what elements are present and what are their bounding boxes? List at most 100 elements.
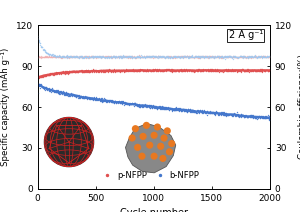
Point <box>52 54 57 57</box>
Point <box>94 97 99 100</box>
Point <box>248 114 253 117</box>
Point <box>226 69 231 72</box>
Point <box>254 69 259 73</box>
Point <box>221 110 226 114</box>
Point <box>226 67 230 71</box>
Point <box>198 55 203 58</box>
Point <box>102 99 106 102</box>
Point <box>68 69 73 73</box>
Point <box>102 55 106 59</box>
Point <box>60 56 65 59</box>
Point <box>46 87 51 90</box>
Point <box>149 104 154 108</box>
Point <box>122 103 127 107</box>
Point <box>195 55 200 58</box>
Point <box>261 115 266 119</box>
Point <box>73 93 77 97</box>
Point <box>192 56 197 59</box>
Point <box>169 55 174 59</box>
Point <box>190 56 194 59</box>
Point <box>152 55 156 58</box>
Point <box>68 54 73 58</box>
Point <box>138 55 143 59</box>
Point <box>253 114 258 118</box>
Point <box>202 68 206 72</box>
Point <box>160 55 165 58</box>
Point <box>220 111 225 114</box>
Point <box>162 68 167 72</box>
Point <box>148 106 153 109</box>
Point <box>119 55 124 58</box>
Point <box>235 113 240 116</box>
Point <box>203 110 208 114</box>
Point <box>191 110 196 113</box>
Point <box>57 91 62 94</box>
Point <box>136 104 141 107</box>
Point <box>114 55 118 58</box>
Point <box>53 71 58 74</box>
Point <box>78 55 83 59</box>
Point <box>127 102 132 106</box>
Point <box>154 68 159 71</box>
Point <box>206 111 211 114</box>
Point <box>225 55 230 58</box>
Point <box>185 69 190 72</box>
Point <box>181 68 185 72</box>
Point <box>140 55 145 59</box>
Point <box>224 56 228 59</box>
Point <box>77 54 82 58</box>
Point <box>249 69 254 72</box>
Point <box>110 70 114 73</box>
Point <box>221 68 226 72</box>
Point <box>88 69 93 73</box>
Point <box>254 69 259 73</box>
Point <box>103 69 108 73</box>
Point <box>128 102 133 106</box>
Point <box>79 55 84 58</box>
Point <box>83 97 88 100</box>
Point <box>110 69 114 73</box>
Point <box>61 55 66 59</box>
Point <box>61 90 65 93</box>
Point <box>137 56 142 59</box>
Point <box>38 42 43 45</box>
Point <box>74 56 79 59</box>
Point <box>118 54 123 58</box>
Point <box>196 67 201 71</box>
Point <box>233 55 238 59</box>
Point <box>160 69 164 72</box>
Point <box>99 69 104 72</box>
Point <box>222 69 226 72</box>
Point <box>182 54 187 57</box>
Point <box>108 55 113 59</box>
Point <box>150 54 155 57</box>
Point <box>87 97 92 100</box>
Point <box>55 90 59 93</box>
Point <box>153 68 158 71</box>
Point <box>105 55 110 59</box>
Point <box>179 69 184 73</box>
Point <box>134 55 139 58</box>
Point <box>55 71 59 75</box>
Point <box>85 69 90 72</box>
Point <box>52 54 57 58</box>
Point <box>72 55 77 58</box>
Point <box>138 55 142 59</box>
Point <box>178 109 182 112</box>
Point <box>218 55 223 59</box>
Point <box>98 56 103 59</box>
Point <box>155 68 160 72</box>
Point <box>107 100 112 103</box>
Point <box>245 114 250 118</box>
Point <box>252 69 257 73</box>
Point <box>71 55 76 59</box>
Point <box>227 112 232 116</box>
Point <box>82 56 86 59</box>
Point <box>140 55 145 59</box>
Point <box>88 55 93 59</box>
Point <box>152 55 157 59</box>
Y-axis label: Specific capacity (mAh g⁻¹): Specific capacity (mAh g⁻¹) <box>1 48 10 166</box>
Point <box>247 54 252 58</box>
Point <box>238 113 243 116</box>
Point <box>125 55 130 59</box>
